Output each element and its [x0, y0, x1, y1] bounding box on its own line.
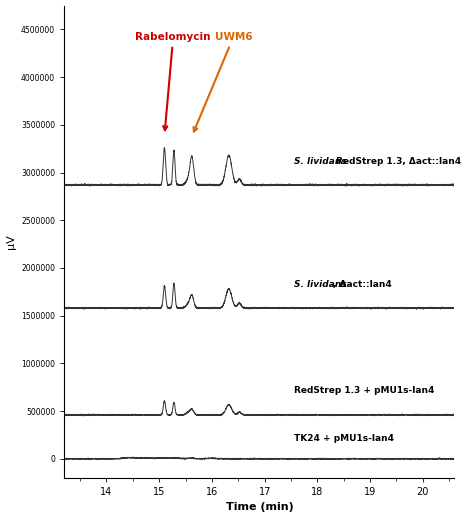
Text: RedStrep 1.3, Δact::lan4: RedStrep 1.3, Δact::lan4: [333, 156, 461, 166]
X-axis label: Time (min): Time (min): [226, 502, 293, 512]
Y-axis label: μV: μV: [6, 234, 16, 249]
Text: RedStrep 1.3 + pMU1s-lan4: RedStrep 1.3 + pMU1s-lan4: [294, 385, 434, 395]
Text: Rabelomycin: Rabelomycin: [136, 32, 211, 130]
Text: , Δact::lan4: , Δact::lan4: [333, 280, 392, 289]
Text: S. lividans: S. lividans: [294, 280, 346, 289]
Text: TK24 + pMU1s-lan4: TK24 + pMU1s-lan4: [294, 434, 393, 443]
Text: S. lividans: S. lividans: [294, 156, 346, 166]
Text: UWM6: UWM6: [193, 32, 252, 132]
